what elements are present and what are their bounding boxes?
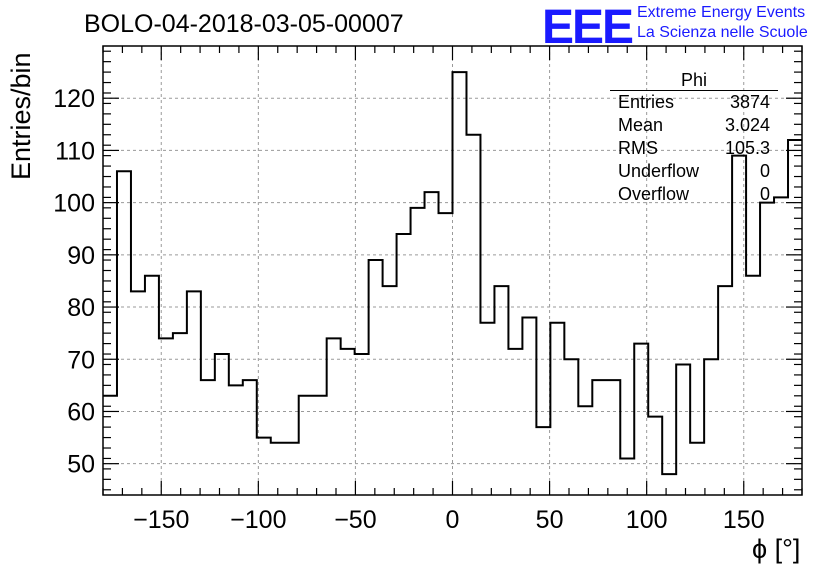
axis-ticks <box>102 46 803 495</box>
stats-label: Underflow <box>618 161 700 181</box>
stats-row: Underflow 0 <box>610 160 778 183</box>
stats-row: Entries 3874 <box>610 91 778 114</box>
stats-row: Overflow 0 <box>610 183 778 206</box>
stats-value: 105.3 <box>724 138 770 158</box>
stats-row: RMS 105.3 <box>610 137 778 160</box>
y-axis-label: Entries/bin <box>6 52 36 180</box>
stats-box: Phi Entries 3874 Mean 3.024 RMS 105.3 Un… <box>610 70 778 206</box>
histogram-series-line <box>103 71 802 476</box>
x-tick-label: −50 <box>334 506 376 534</box>
stats-label: Mean <box>618 115 664 135</box>
y-tick-label: 80 <box>67 294 95 322</box>
y-tick-label: 90 <box>67 242 95 270</box>
y-tick-label: 50 <box>67 451 95 479</box>
eee-logo: EEE <box>542 1 634 54</box>
y-tick-label: 100 <box>53 190 95 218</box>
y-tick-label: 120 <box>53 85 95 113</box>
chart-title: BOLO-04-2018-03-05-00007 <box>84 10 404 38</box>
stats-label: Entries <box>618 92 675 112</box>
x-tick-label: −100 <box>230 506 286 534</box>
axis-tick-labels: −150 −100 −50 0 50 100 150 50 60 70 80 90 100 110 120 <box>53 85 764 534</box>
stats-value: 3.024 <box>724 115 770 135</box>
y-tick-label: 60 <box>67 398 95 426</box>
stats-value: 3874 <box>729 92 770 112</box>
x-tick-label: −150 <box>133 506 189 534</box>
logo-text-line2: La Scienza nelle Scuole <box>637 24 808 41</box>
x-tick-label: 0 <box>446 506 460 534</box>
stats-value: 0 <box>759 184 770 204</box>
stats-title: Phi <box>610 70 778 91</box>
stats-label: Overflow <box>618 184 690 204</box>
stats-label: RMS <box>618 138 658 158</box>
x-axis-label: ϕ [°] <box>752 534 801 564</box>
y-tick-label: 110 <box>55 137 95 165</box>
x-tick-label: 50 <box>536 506 564 534</box>
stats-row: Mean 3.024 <box>610 114 778 137</box>
x-tick-label: 150 <box>723 506 765 534</box>
stats-value: 0 <box>759 161 770 181</box>
logo-text-line1: Extreme Energy Events <box>637 4 806 21</box>
x-tick-label: 100 <box>626 506 668 534</box>
y-tick-label: 70 <box>67 346 95 374</box>
